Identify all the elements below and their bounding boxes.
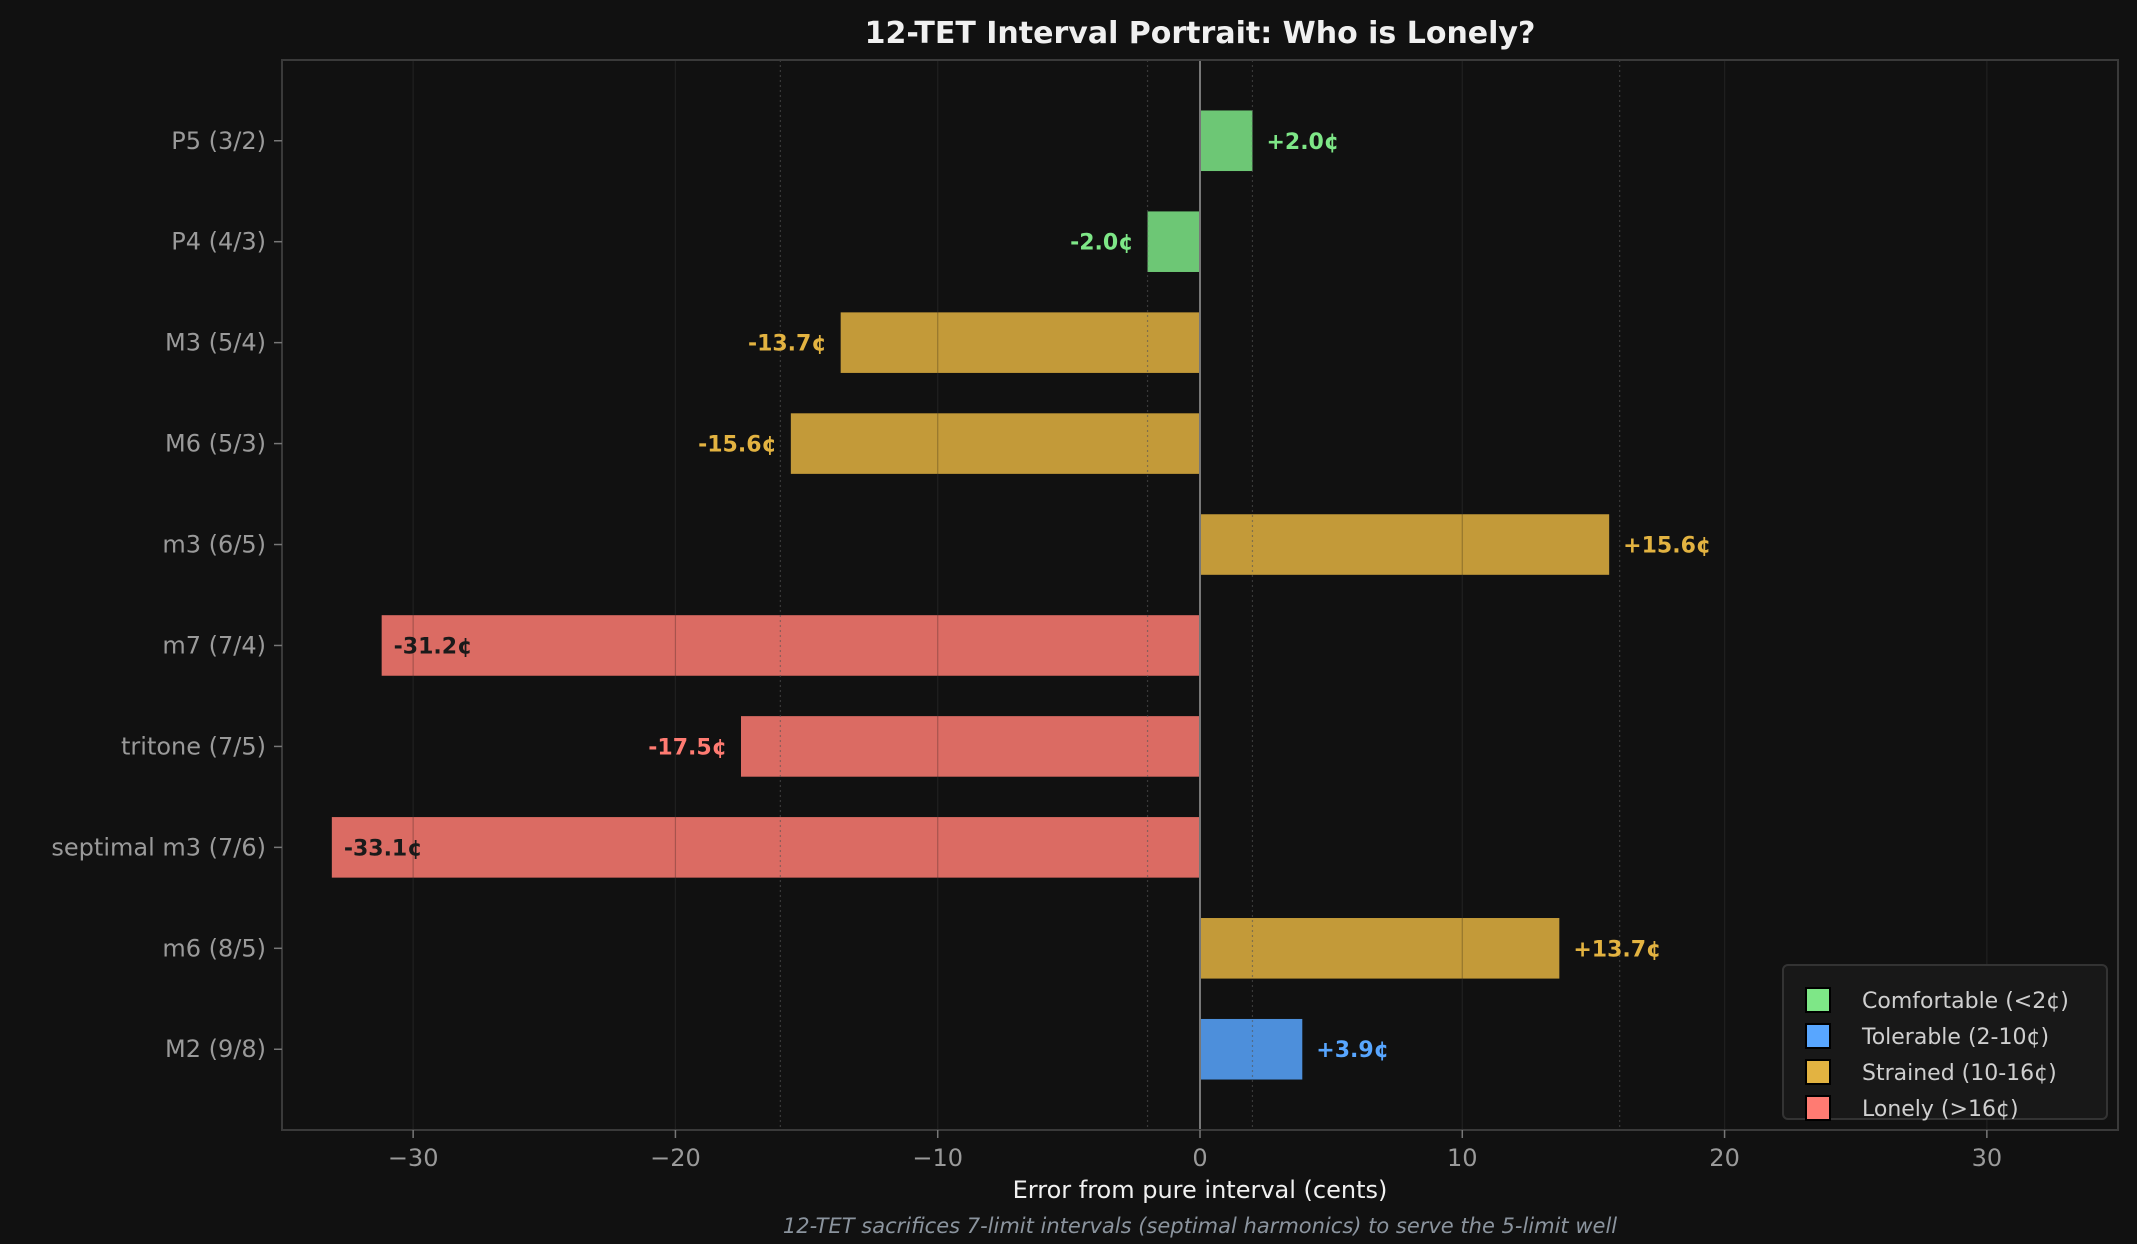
value-label: -17.5¢ [648, 735, 727, 760]
value-label: -15.6¢ [698, 433, 777, 458]
value-label: -2.0¢ [1070, 231, 1133, 256]
x-tick-label: 30 [1972, 1144, 2003, 1172]
value-label: -31.2¢ [394, 634, 473, 659]
bar [1200, 1018, 1303, 1080]
y-tick-label: P4 (4/3) [171, 228, 266, 256]
value-label: -33.1¢ [344, 836, 423, 861]
bar [790, 413, 1200, 474]
x-tick-label: −20 [650, 1144, 701, 1172]
legend-swatch [1805, 1059, 1831, 1085]
y-tick-label: P5 (3/2) [171, 127, 266, 155]
value-label: +2.0¢ [1266, 130, 1339, 155]
y-tick-label: M6 (5/3) [165, 430, 266, 458]
y-tick-label: m3 (6/5) [162, 531, 266, 559]
legend: Comfortable (<2¢) Tolerable (2-10¢) Strain… [1782, 964, 2108, 1122]
y-tick-label: m7 (7/4) [162, 631, 266, 659]
bar [840, 312, 1200, 373]
value-label: +13.7¢ [1573, 937, 1661, 962]
bar [741, 716, 1200, 777]
x-tick-label: −30 [388, 1144, 439, 1172]
chart-title: 12-TET Interval Portrait: Who is Lonely? [865, 16, 1536, 51]
y-tick-label: M2 (9/8) [165, 1035, 266, 1063]
y-tick-label: M3 (5/4) [165, 329, 266, 357]
bar [1200, 514, 1610, 575]
legend-swatch [1805, 987, 1831, 1013]
x-tick-label: −10 [912, 1144, 963, 1172]
legend-label: Comfortable (<2¢) [1862, 989, 2069, 1014]
y-tick-label: tritone (7/5) [121, 732, 266, 760]
legend-swatch [1805, 1023, 1831, 1049]
value-label: -13.7¢ [748, 332, 827, 357]
legend-swatch [1805, 1095, 1831, 1121]
legend-box [1782, 964, 2108, 1120]
legend-label: Lonely (>16¢) [1862, 1097, 2019, 1122]
value-label: +3.9¢ [1316, 1038, 1389, 1063]
x-axis-label: Error from pure interval (cents) [1013, 1176, 1388, 1204]
bar [1147, 211, 1200, 272]
value-label: +15.6¢ [1623, 534, 1711, 559]
x-tick-label: 20 [1709, 1144, 1740, 1172]
x-tick-label: 0 [1192, 1144, 1207, 1172]
caption: 12-TET sacrifices 7-limit intervals (sep… [783, 1214, 1617, 1238]
bar [1200, 110, 1253, 172]
x-tick-label: 10 [1447, 1144, 1478, 1172]
y-tick-label: septimal m3 (7/6) [51, 833, 266, 861]
legend-label: Strained (10-16¢) [1862, 1061, 2057, 1086]
bar [331, 817, 1200, 878]
bar [1200, 918, 1560, 979]
y-tick-label: m6 (8/5) [162, 934, 266, 962]
bar [381, 615, 1200, 676]
legend-label: Tolerable (2-10¢) [1861, 1025, 2049, 1050]
